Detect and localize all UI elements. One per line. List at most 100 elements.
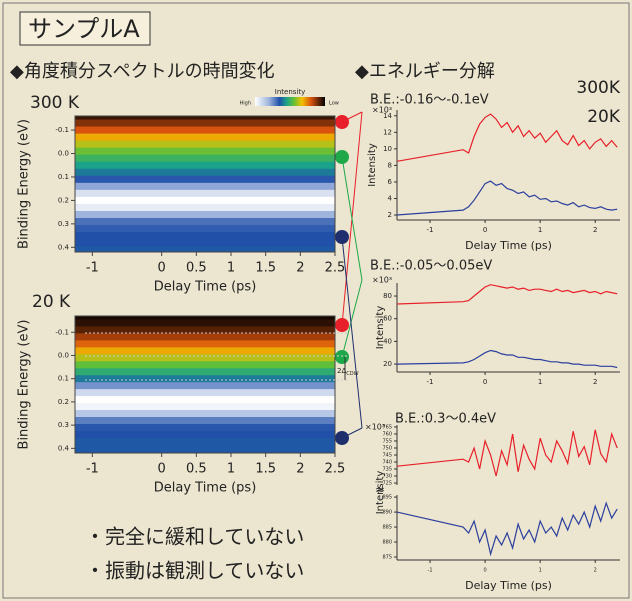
x-tick-label: 0 (484, 568, 487, 574)
heatmap-row (75, 126, 335, 135)
x-axis-label: Delay Time (ps) (154, 280, 257, 295)
y-tick-label: 12 (383, 128, 392, 136)
x-tick-label: -1 (427, 226, 434, 234)
data-line (396, 113, 618, 162)
heatmap-row (75, 396, 335, 404)
heatmap-row (75, 437, 335, 446)
connectors (341, 111, 363, 439)
chart-title: B.E.:-0.16〜-0.1eV (370, 93, 489, 108)
x-tick-label: 1 (539, 568, 542, 574)
heatmap-row (75, 133, 335, 142)
left-heading: ◆角度積分スペクトルの時間変化 (10, 61, 275, 82)
heatmap-row (75, 116, 335, 121)
y-tick-label: 740 (382, 460, 392, 466)
heatmap-row (75, 203, 335, 212)
y-tick-label: 890 (382, 510, 392, 516)
y-tick-label: 725 (382, 481, 392, 487)
x-tick-label: 2 (593, 378, 597, 386)
annotation-sub: CDW (346, 371, 358, 377)
y-tick-label: 0.0 (58, 150, 69, 158)
x-tick-label: -1 (86, 261, 99, 276)
y-tick-label: 765 (382, 424, 392, 430)
x-axis-label: Delay Time (ps) (465, 239, 552, 252)
y-tick-label: 8 (388, 161, 392, 169)
x-tick-label: 0 (483, 226, 487, 234)
y-tick-label: 730 (382, 474, 392, 480)
title: サンプルA (28, 15, 140, 43)
x-axis-label: Delay Time (ps) (465, 579, 552, 592)
x-tick-label: 2.5 (325, 462, 346, 477)
heatmap-row (75, 210, 335, 219)
heatmap-row (75, 389, 335, 397)
chart-title: B.E.:0.3〜0.4eV (395, 412, 496, 427)
colorbar (255, 97, 325, 106)
title-box (19, 11, 151, 46)
colorbar-high: High (240, 101, 252, 107)
data-line (396, 429, 618, 477)
heatmap-row (75, 225, 335, 233)
y-axis-label: Intensity (367, 143, 378, 187)
heatmap-row (75, 368, 335, 376)
plot-frame (74, 315, 336, 454)
y-tick-label: 0.3 (58, 421, 69, 429)
axis-break: ≈ (375, 483, 385, 497)
y-tick-label: 0.3 (58, 220, 69, 228)
heatmap-row (75, 189, 335, 198)
y-tick-label: 4 (388, 194, 393, 202)
y-tick-label: 10 (383, 145, 392, 153)
heatmap-row (75, 218, 335, 226)
y-tick-label: 0.2 (58, 398, 69, 406)
y-tick-label: 755 (382, 438, 392, 444)
data-line (396, 501, 618, 557)
x-tick-label: 1 (538, 378, 542, 386)
y-axis-label: Intensity (375, 471, 386, 515)
y-tick-label: 0.4 (58, 444, 70, 452)
y-tick-label: 0.1 (58, 375, 69, 383)
y-unit: ×10³ (372, 276, 392, 285)
x-tick-label: 2 (296, 261, 304, 276)
y-tick-label: 0.0 (58, 351, 69, 359)
y-tick-label: 760 (382, 431, 392, 437)
heatmap-row (75, 403, 335, 411)
colorbar-title: Intensity (275, 88, 305, 96)
x-tick-label: 1.5 (255, 261, 276, 276)
heatmap-row (75, 316, 335, 320)
x-tick-label: -1 (428, 568, 433, 574)
heatmap-row (75, 340, 335, 348)
heatmap-row (75, 354, 335, 362)
y-tick-label: 20 (383, 360, 392, 368)
x-tick-label: -1 (86, 462, 99, 477)
chart-title: B.E.:-0.05〜0.05eV (370, 259, 492, 274)
y-axis-label: Binding Energy (eV) (17, 119, 32, 249)
legend-label: 20K (587, 107, 621, 127)
heatmap-row (75, 347, 335, 355)
legend-label: 300K (576, 78, 620, 98)
x-tick-label: 0 (158, 261, 166, 276)
heatmap-row (75, 333, 335, 341)
x-tick-label: 0 (483, 378, 487, 386)
y-tick-label: 895 (382, 495, 392, 501)
y-tick-label: -0.1 (55, 126, 69, 134)
heatmap-row (75, 361, 335, 369)
data-line (396, 349, 618, 369)
x-tick-label: 2 (594, 568, 597, 574)
x-tick-label: 0.5 (186, 462, 207, 477)
x-tick-label: 0 (158, 462, 166, 477)
y-tick-label: 0.1 (58, 173, 69, 181)
y-unit: ×10³ (365, 423, 385, 432)
x-tick-label: 1 (227, 462, 235, 477)
y-tick-label: 735 (382, 467, 392, 473)
heatmap-row (75, 232, 335, 240)
x-tick-label: 1 (227, 261, 235, 276)
colorbar-low: Low (329, 101, 339, 107)
heatmap-row (75, 239, 335, 247)
heatmap-row (75, 119, 335, 128)
x-tick-label: 1.5 (255, 462, 276, 477)
heatmap-row (75, 246, 335, 253)
data-line (396, 180, 618, 216)
heatmap-row (75, 140, 335, 149)
y-tick-label: 6 (388, 178, 393, 186)
y-tick-label: 880 (382, 540, 392, 546)
